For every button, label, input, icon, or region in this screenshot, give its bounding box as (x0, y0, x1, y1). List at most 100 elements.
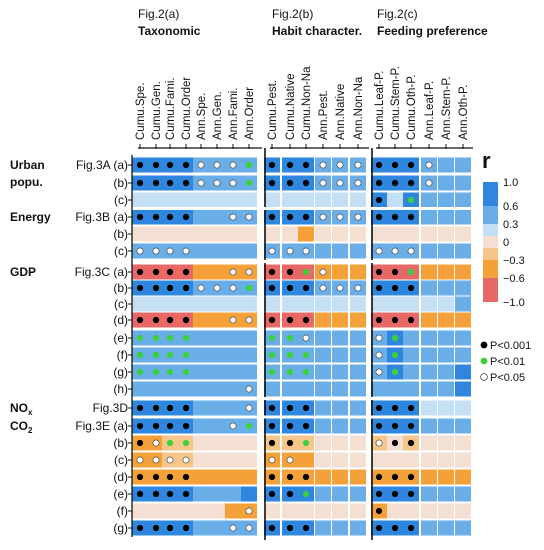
heatmap-cell (387, 192, 403, 208)
heatmap-cell (455, 175, 471, 191)
column-label: Cumu.Fami. (165, 77, 177, 140)
significance-dot (286, 268, 294, 276)
heatmap-cell (209, 364, 225, 380)
heatmap-cell (438, 296, 454, 312)
heatmap-cell (455, 503, 471, 519)
heatmap-cell (209, 400, 225, 416)
colorbar-band (483, 260, 498, 278)
heatmap-cell (455, 400, 471, 416)
significance-dot (391, 161, 399, 169)
heatmap-cell (421, 192, 437, 208)
colorbar-band (483, 224, 498, 236)
heatmap-cell (350, 520, 366, 536)
significance-dot (391, 213, 399, 221)
significance-dot (302, 334, 310, 342)
heatmap-cell (148, 192, 164, 208)
heatmap-cell (315, 400, 331, 416)
heatmap-cell (315, 364, 331, 380)
significance-dot (136, 179, 144, 187)
significance-dot (375, 490, 383, 498)
colorbar-band (483, 248, 498, 260)
significance-dot (229, 316, 237, 324)
heatmap-cell (371, 226, 387, 242)
heatmap-cell (438, 312, 454, 328)
heatmap-cell (209, 243, 225, 259)
group-title: Taxonomic (138, 24, 201, 38)
significance-dot (268, 490, 276, 498)
significance-dot (336, 213, 344, 221)
significance-dot (407, 404, 415, 412)
heatmap-cell (421, 486, 437, 502)
significance-dot (302, 213, 310, 221)
heatmap-cell (455, 469, 471, 485)
heatmap-cell (421, 418, 437, 434)
significance-dot (407, 196, 415, 204)
significance-dot (302, 316, 310, 324)
heatmap-cell (209, 418, 225, 434)
significance-dot (302, 439, 310, 447)
heatmap-cell (455, 296, 471, 312)
significance-dot (197, 179, 205, 187)
heatmap-cell (315, 435, 331, 451)
row-label: (b) (113, 436, 128, 450)
significance-dot (229, 268, 237, 276)
column-label: Ann.Pest. (318, 90, 330, 140)
significance-dot (136, 213, 144, 221)
significance-dot (302, 247, 310, 255)
heatmap-cell (315, 226, 331, 242)
significance-dot (152, 284, 160, 292)
significance-dot (136, 368, 144, 376)
significance-dot (302, 351, 310, 359)
row-label: (g) (113, 365, 128, 379)
significance-dot (152, 334, 160, 342)
heatmap-cell (350, 330, 366, 346)
heatmap-cell (264, 296, 280, 312)
heatmap-cell (438, 209, 454, 225)
significance-dot (213, 161, 221, 169)
significance-dot (268, 473, 276, 481)
heatmap-cell (455, 381, 471, 397)
heatmap-cell (209, 226, 225, 242)
heatmap-cell (332, 312, 348, 328)
heatmap-cell (332, 469, 348, 485)
heatmap-cell (438, 364, 454, 380)
column-label: Ann.Oth-P. (458, 85, 470, 140)
heatmap-cell (178, 381, 194, 397)
heatmap-cell (193, 347, 209, 363)
significance-dot (286, 404, 294, 412)
row-label: (d) (113, 313, 128, 327)
heatmap-cell (209, 296, 225, 312)
heatmap-cell (241, 243, 257, 259)
heatmap-cell (332, 520, 348, 536)
heatmap-cell (241, 347, 257, 363)
heatmap-cell (455, 192, 471, 208)
significance-dot (302, 422, 310, 430)
significance-dot (245, 385, 253, 393)
colorbar-tick-label: −0.3 (503, 255, 525, 267)
heatmap-cell (264, 192, 280, 208)
significance-dot (182, 524, 190, 532)
significance-dot (407, 179, 415, 187)
heatmap-cell (350, 381, 366, 397)
significance-dot (136, 284, 144, 292)
significance-dot (245, 524, 253, 532)
significance-dot (375, 439, 383, 447)
significance-dot (182, 284, 190, 292)
significance-dot (213, 179, 221, 187)
colorbar-band (483, 236, 498, 248)
heatmap-cell (438, 157, 454, 173)
heatmap-cell (148, 503, 164, 519)
heatmap-cell (421, 503, 437, 519)
colorbar-tick-label: 0.3 (503, 219, 518, 231)
significance-dot (391, 179, 399, 187)
heatmap-cell (350, 503, 366, 519)
heatmap-cell (350, 312, 366, 328)
heatmap-cell (209, 469, 225, 485)
heatmap-cell (455, 226, 471, 242)
significance-dot (152, 351, 160, 359)
heatmap-cell (178, 226, 194, 242)
significance-dot (245, 316, 253, 324)
heatmap-cell (315, 347, 331, 363)
heatmap-cell (438, 330, 454, 346)
significance-dot (407, 268, 415, 276)
